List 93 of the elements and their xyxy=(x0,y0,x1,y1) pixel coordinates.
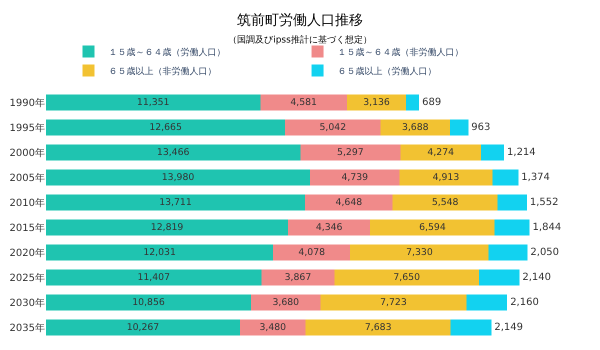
bar xyxy=(288,219,370,236)
bar xyxy=(400,169,492,186)
bar xyxy=(260,94,347,111)
legend-label: １５歳～６４歳（非労働人口） xyxy=(338,47,464,58)
bar xyxy=(46,94,260,111)
data-label: 3,680 xyxy=(272,296,300,308)
legend-label: ６５歳以上（非労働人口） xyxy=(108,66,216,78)
bar xyxy=(406,94,420,111)
y-tick-label: 2010年 xyxy=(10,197,45,209)
y-tick-label: 2035年 xyxy=(10,322,45,334)
data-label: 12,665 xyxy=(149,122,182,133)
data-label: 7,683 xyxy=(364,322,392,333)
data-label: 5,548 xyxy=(432,196,459,208)
bar xyxy=(46,219,288,236)
data-label: 7,650 xyxy=(393,272,420,283)
data-label: 11,407 xyxy=(137,272,170,283)
y-tick-label: 1995年 xyxy=(10,122,45,134)
bar xyxy=(46,119,286,136)
legend-label: １５歳～６４歳（労働人口） xyxy=(108,47,226,58)
bar xyxy=(400,144,482,161)
chart-title: 筑前町労働人口推移 xyxy=(237,12,363,28)
bar xyxy=(450,119,468,136)
bar xyxy=(310,169,400,186)
bar xyxy=(46,144,300,161)
data-label: 13,711 xyxy=(159,196,192,208)
data-label: 13,980 xyxy=(162,172,194,183)
legend-label: ６５歳以上（労働人口） xyxy=(338,66,437,78)
data-label: 10,856 xyxy=(132,296,165,308)
bar xyxy=(251,294,321,311)
data-label: 10,267 xyxy=(126,322,160,333)
bar xyxy=(334,269,479,286)
bar xyxy=(492,169,518,186)
data-label: 3,867 xyxy=(284,272,312,283)
y-tick-label: 2000年 xyxy=(10,147,45,159)
data-label: 4,274 xyxy=(427,146,454,158)
bar xyxy=(46,244,274,261)
bar xyxy=(488,244,528,261)
bar xyxy=(494,219,530,236)
bar xyxy=(261,269,334,286)
data-label: 1,844 xyxy=(532,222,562,234)
data-label: 2,160 xyxy=(510,297,539,308)
y-tick-label: 2025年 xyxy=(10,272,45,284)
bar xyxy=(370,219,495,236)
data-label: 4,078 xyxy=(298,246,326,258)
data-label: 2,050 xyxy=(530,247,560,258)
y-tick-label: 2030年 xyxy=(10,297,45,309)
bar xyxy=(46,319,240,336)
bar xyxy=(478,269,520,286)
data-label: 12,819 xyxy=(150,222,184,233)
data-label: 963 xyxy=(471,122,490,134)
y-tick-label: 2015年 xyxy=(10,222,45,234)
bar xyxy=(46,294,252,311)
data-label: 4,346 xyxy=(316,222,343,233)
y-tick-label: 2020年 xyxy=(10,247,45,259)
data-label: 689 xyxy=(422,97,442,108)
data-label: 1,374 xyxy=(521,172,550,184)
bar xyxy=(392,194,498,211)
data-label: 13,466 xyxy=(156,146,190,158)
data-label: 11,351 xyxy=(136,96,170,108)
bar xyxy=(350,244,489,261)
data-label: 7,723 xyxy=(380,296,407,308)
chart-subtitle: （国調及びipss推計に基づく想定） xyxy=(228,34,372,46)
data-label: 3,688 xyxy=(402,122,429,133)
bar xyxy=(481,144,504,161)
data-label: 4,648 xyxy=(336,196,362,208)
data-label: 2,149 xyxy=(494,322,523,334)
data-label: 3,136 xyxy=(363,96,390,108)
data-label: 12,031 xyxy=(143,246,176,258)
bar xyxy=(466,294,508,311)
bar xyxy=(300,144,400,161)
bar xyxy=(304,194,393,211)
data-label: 1,214 xyxy=(507,147,536,158)
bar xyxy=(320,294,466,311)
y-tick-label: 2005年 xyxy=(10,172,45,184)
data-label: 4,913 xyxy=(432,172,460,183)
bar xyxy=(450,319,492,336)
data-label: 5,042 xyxy=(319,122,346,133)
bar xyxy=(306,319,451,336)
data-label: 5,297 xyxy=(337,146,364,158)
data-label: 7,330 xyxy=(406,246,433,258)
bar xyxy=(46,269,262,286)
bar xyxy=(273,244,350,261)
data-label: 6,594 xyxy=(419,222,446,233)
data-label: 4,581 xyxy=(290,96,318,108)
data-label: 1,552 xyxy=(530,197,558,208)
data-label: 3,480 xyxy=(259,322,286,333)
data-label: 2,140 xyxy=(522,272,552,284)
bar xyxy=(46,169,310,186)
y-tick-label: 1990年 xyxy=(10,97,45,109)
data-label: 4,739 xyxy=(341,172,368,183)
bar xyxy=(285,119,380,136)
bar xyxy=(46,194,305,211)
bar xyxy=(498,194,527,211)
